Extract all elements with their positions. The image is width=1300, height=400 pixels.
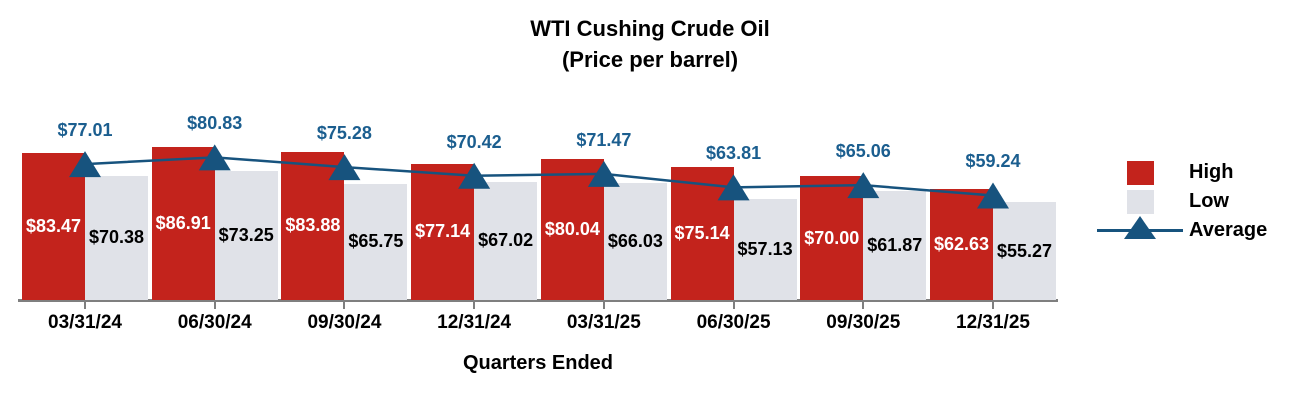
- x-axis-tick: [213, 301, 216, 309]
- x-axis-tick: [343, 301, 346, 309]
- legend-label-average: Average: [1189, 219, 1268, 241]
- bar-low: $67.02: [474, 181, 538, 300]
- high-swatch-icon: [1126, 160, 1154, 185]
- bar-high: $86.91: [151, 146, 215, 300]
- average-value-label: $59.24: [965, 151, 1021, 172]
- legend: High Low Average: [1097, 158, 1267, 245]
- average-value-label: $71.47: [576, 129, 632, 150]
- average-line: [84, 156, 994, 197]
- average-value-label: $65.06: [835, 141, 891, 162]
- average-value-label: $80.83: [187, 113, 243, 134]
- bar-high: $75.14: [670, 167, 734, 300]
- chart-title: WTI Cushing Crude Oil: [530, 16, 770, 41]
- average-value-label: $63.81: [706, 143, 762, 164]
- bar-low: $55.27: [992, 202, 1056, 300]
- average-value-label: $70.42: [446, 131, 502, 152]
- x-axis-tick-label: 12/31/25: [956, 312, 1030, 333]
- bar-low: $65.75: [344, 183, 408, 300]
- average-line-icon: [1097, 216, 1183, 245]
- average-marker: [328, 154, 361, 181]
- chart-subtitle: (Price per barrel): [561, 47, 739, 72]
- x-axis-tick: [473, 301, 476, 309]
- legend-item-low: Low: [1097, 187, 1267, 216]
- legend-icon-cell: [1097, 187, 1183, 216]
- average-marker: [458, 162, 491, 189]
- legend-label-high: High: [1189, 161, 1234, 183]
- average-marker: [587, 160, 620, 187]
- x-axis-tick: [602, 301, 605, 309]
- legend-icon-cell: [1097, 158, 1183, 187]
- average-value-label: $75.28: [316, 123, 372, 144]
- low-swatch-icon: [1126, 189, 1154, 214]
- bar-low: $66.03: [603, 183, 667, 300]
- bar-low: $73.25: [214, 170, 278, 300]
- x-axis-tick-label: 06/30/24: [177, 312, 252, 333]
- legend-item-high: High: [1097, 158, 1267, 187]
- x-axis-tick: [991, 301, 994, 309]
- x-axis-tick: [732, 301, 735, 309]
- bar-low: $57.13: [733, 199, 797, 300]
- legend-label-low: Low: [1189, 190, 1229, 212]
- average-marker: [976, 182, 1009, 209]
- x-axis-tick-label: 06/30/25: [696, 312, 771, 333]
- average-marker: [198, 144, 231, 171]
- average-legend-marker: [1124, 216, 1156, 239]
- average-marker: [717, 174, 750, 201]
- x-axis-tick-label: 09/30/24: [307, 312, 382, 333]
- x-axis-title: Quarters Ended: [462, 352, 614, 374]
- x-axis-tick-label: 03/31/24: [48, 312, 122, 333]
- average-marker: [847, 172, 880, 199]
- x-axis-line: [18, 299, 1058, 302]
- x-axis-tick-label: 03/31/25: [566, 312, 641, 333]
- x-axis-tick: [862, 301, 865, 309]
- bar-low: $61.87: [863, 190, 927, 300]
- average-value-label: $77.01: [57, 120, 113, 141]
- average-marker: [69, 151, 101, 178]
- x-axis-tick-label: 12/31/24: [437, 312, 512, 333]
- x-axis-tick-label: 09/30/25: [826, 312, 901, 333]
- bar-low: $70.38: [85, 175, 148, 300]
- bar-high: $83.47: [22, 152, 85, 300]
- legend-item-average: Average: [1097, 216, 1267, 245]
- x-axis-tick: [84, 301, 86, 309]
